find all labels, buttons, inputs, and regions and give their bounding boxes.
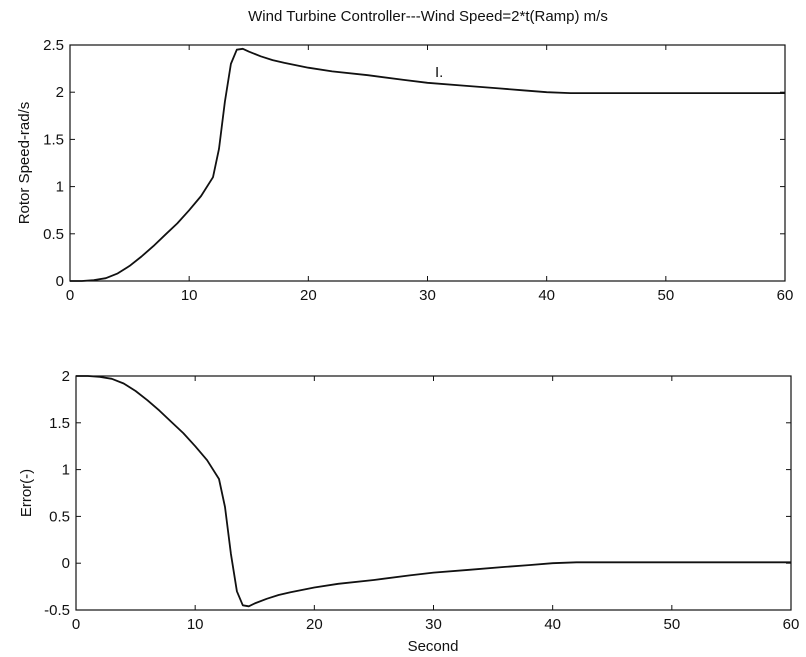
error-x-tick-label: 60 <box>783 616 800 633</box>
rotor-speed-series-line <box>70 47 785 282</box>
rotor-speed-y-tick-label: 0.5 <box>43 226 64 243</box>
error-x-tick-label: 50 <box>663 616 680 633</box>
rotor-speed-x-tick-label: 30 <box>419 287 436 304</box>
error-y-tick-label: 0 <box>62 555 70 572</box>
error-y-tick-label: -0.5 <box>44 602 70 619</box>
rotor-speed-y-tick-label: 2.5 <box>43 37 64 54</box>
error-y-tick-label: 1.5 <box>49 415 70 432</box>
rotor-speed-y-tick-label: 1 <box>56 179 64 196</box>
rotor-speed-y-tick-label: 2 <box>56 84 64 101</box>
error-x-tick-label: 20 <box>306 616 323 633</box>
rotor-speed-annotation: I. <box>435 64 443 81</box>
rotor-speed-y-tick-label: 1.5 <box>43 131 64 148</box>
error-x-tick-label: 30 <box>425 616 442 633</box>
rotor-speed-x-tick-label: 0 <box>66 287 74 304</box>
error-x-tick-label: 10 <box>187 616 204 633</box>
rotor-speed-x-tick-label: 60 <box>777 287 794 304</box>
rotor-speed-plot-frame <box>69 44 786 282</box>
error-xlabel: Second <box>408 638 459 655</box>
error-subplot: Error(-) Second 0 10 20 30 40 50 60-0.500.511.… <box>18 368 799 655</box>
rotor-speed-subplot: Rotor Speed-rad/s 0 10 20 30 40 50 60 0 0.5 1 1.5 2… <box>16 37 793 304</box>
rotor-speed-y-tick-label: 0 <box>56 273 64 290</box>
rotor-speed-x-tick-label: 40 <box>538 287 555 304</box>
error-ylabel: Error(-) <box>18 469 35 517</box>
error-plot-frame <box>75 375 792 611</box>
error-series-line <box>76 375 791 608</box>
rotor-speed-ylabel: Rotor Speed-rad/s <box>16 102 33 225</box>
error-y-tick-label: 0.5 <box>49 508 70 525</box>
error-x-tick-label: 40 <box>544 616 561 633</box>
chart-title: Wind Turbine Controller---Wind Speed=2*t… <box>248 8 608 25</box>
error-y-tick-label: 1 <box>62 462 70 479</box>
rotor-speed-x-tick-label: 50 <box>657 287 674 304</box>
rotor-speed-x-tick-label: 10 <box>181 287 198 304</box>
error-x-tick-label: 0 <box>72 616 80 633</box>
rotor-speed-x-tick-label: 20 <box>300 287 317 304</box>
error-y-tick-label: 2 <box>62 368 70 385</box>
